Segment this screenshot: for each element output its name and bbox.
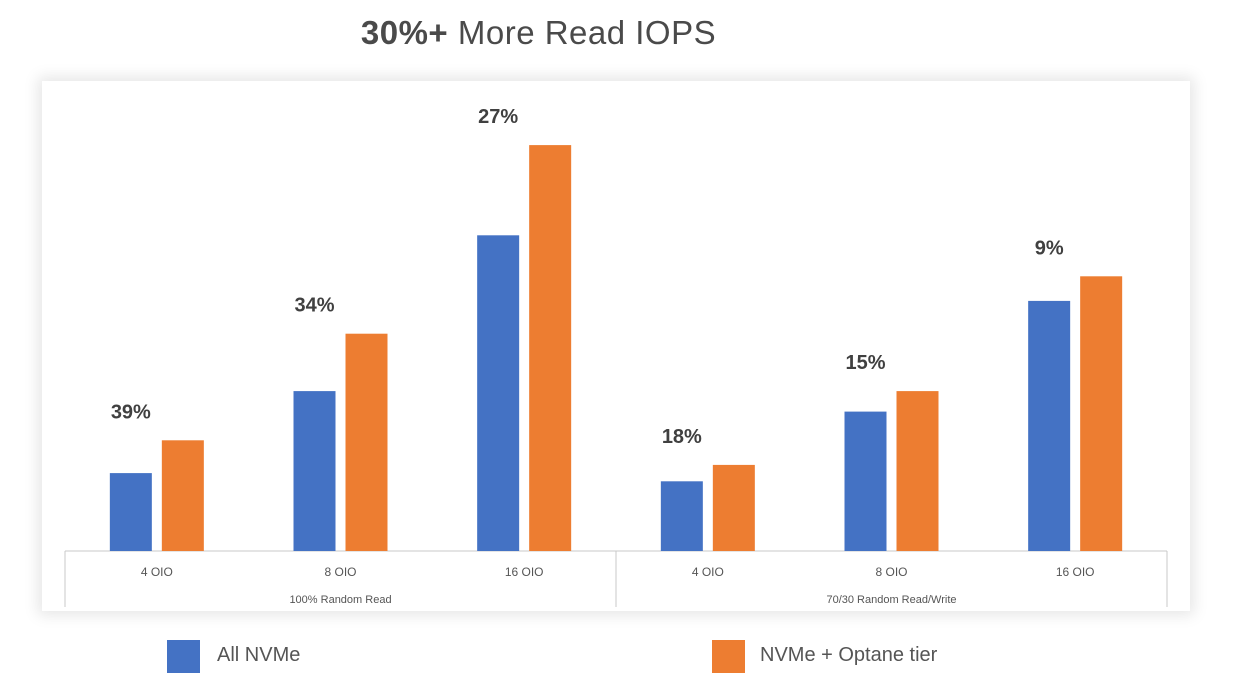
bar-nvme-optane-3 bbox=[529, 145, 572, 551]
x-tick-label-2: 8 OIO bbox=[324, 565, 356, 579]
chart-panel: 39% 4 OIO 34% 8 OIO 27% 16 OIO 18% 4 OIO 15% 8 OI… bbox=[42, 81, 1190, 611]
x-tick-label-5: 8 OIO bbox=[875, 565, 907, 579]
x-tick-label-3: 16 OIO bbox=[505, 565, 544, 579]
data-label-6: 9% bbox=[1035, 237, 1064, 259]
chart-title-bold: 30%+ bbox=[360, 14, 449, 51]
data-label-2: 34% bbox=[294, 295, 334, 317]
legend-label-all-nvme: All NVMe bbox=[217, 644, 301, 666]
legend-swatch-all-nvme bbox=[167, 640, 200, 673]
legend-swatch-nvme-optane bbox=[712, 640, 745, 673]
data-label-4: 18% bbox=[662, 426, 702, 448]
group-label-1: 100% Random Read bbox=[289, 594, 391, 606]
chart-title: 30%+ More Read IOPS bbox=[0, 14, 1077, 52]
chart-title-rest: More Read IOPS bbox=[448, 14, 717, 51]
bar-nvme-optane-6 bbox=[1080, 276, 1123, 551]
bar-all-nvme-6 bbox=[1028, 300, 1071, 551]
bar-all-nvme-5 bbox=[844, 411, 887, 551]
bar-all-nvme-2 bbox=[293, 391, 336, 551]
x-tick-label-6: 16 OIO bbox=[1056, 565, 1095, 579]
group-label-2: 70/30 Random Read/Write bbox=[826, 594, 956, 606]
bar-nvme-optane-1 bbox=[161, 440, 204, 551]
data-label-5: 15% bbox=[845, 352, 885, 374]
bar-nvme-optane-4 bbox=[712, 464, 755, 551]
bar-all-nvme-3 bbox=[477, 235, 520, 552]
x-tick-label-4: 4 OIO bbox=[692, 565, 724, 579]
bar-nvme-optane-2 bbox=[345, 333, 388, 551]
data-label-3: 27% bbox=[478, 106, 518, 128]
data-label-1: 39% bbox=[111, 401, 151, 423]
x-tick-label-1: 4 OIO bbox=[141, 565, 173, 579]
bar-chart: 39% 4 OIO 34% 8 OIO 27% 16 OIO 18% 4 OIO 15% 8 OI… bbox=[64, 106, 1168, 607]
bar-nvme-optane-5 bbox=[896, 391, 939, 551]
bar-all-nvme-4 bbox=[660, 481, 703, 551]
legend-label-nvme-optane: NVMe + Optane tier bbox=[760, 644, 938, 666]
bar-all-nvme-1 bbox=[109, 473, 152, 551]
